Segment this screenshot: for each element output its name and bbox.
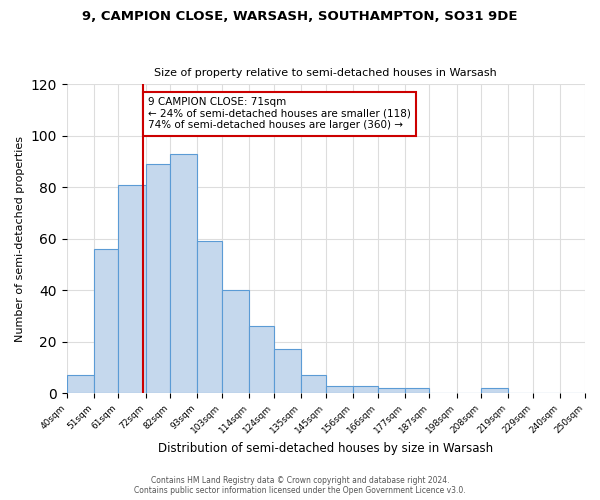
Text: 9, CAMPION CLOSE, WARSASH, SOUTHAMPTON, SO31 9DE: 9, CAMPION CLOSE, WARSASH, SOUTHAMPTON, … [82,10,518,23]
X-axis label: Distribution of semi-detached houses by size in Warsash: Distribution of semi-detached houses by … [158,442,493,455]
Bar [250,326,274,393]
Text: Contains HM Land Registry data © Crown copyright and database right 2024.
Contai: Contains HM Land Registry data © Crown c… [134,476,466,495]
Bar [67,375,94,393]
Bar [197,242,222,393]
Bar [301,375,326,393]
Bar [146,164,170,393]
Title: Size of property relative to semi-detached houses in Warsash: Size of property relative to semi-detach… [154,68,497,78]
Bar [405,388,430,393]
Bar [274,350,301,393]
Bar [481,388,508,393]
Bar [118,184,146,393]
Bar [222,290,250,393]
Bar [353,386,377,393]
Y-axis label: Number of semi-detached properties: Number of semi-detached properties [15,136,25,342]
Bar [170,154,197,393]
Bar [326,386,353,393]
Text: 9 CAMPION CLOSE: 71sqm
← 24% of semi-detached houses are smaller (118)
74% of se: 9 CAMPION CLOSE: 71sqm ← 24% of semi-det… [148,97,411,130]
Bar [377,388,405,393]
Bar [94,249,118,393]
